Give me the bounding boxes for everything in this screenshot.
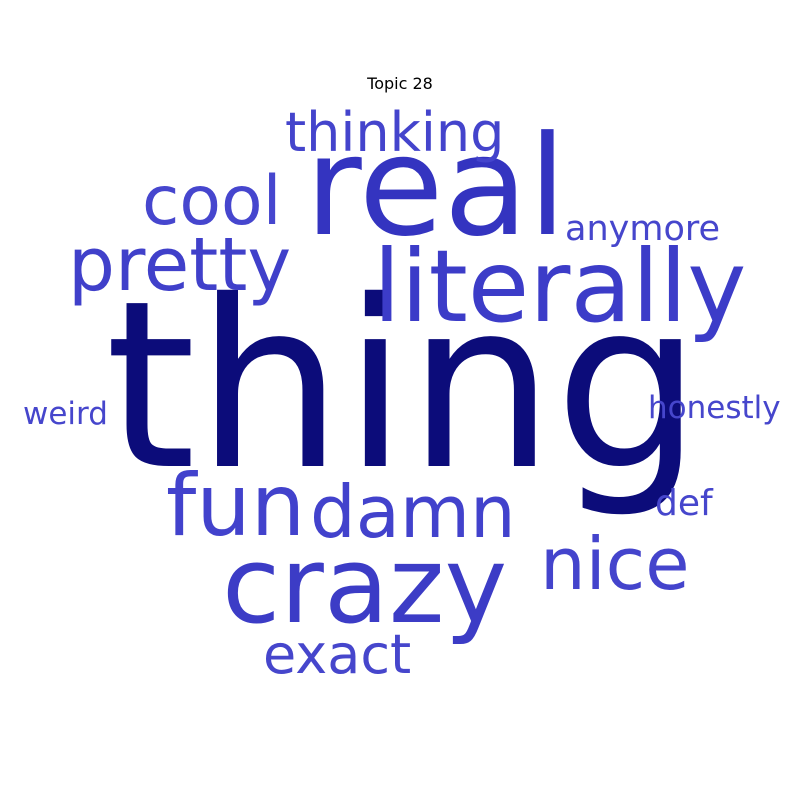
word-cool: cool [142, 162, 282, 241]
word-weird: weird [23, 396, 108, 432]
word-honestly: honestly [648, 390, 781, 426]
word-nice: nice [540, 522, 690, 606]
word-fun: fun [166, 456, 306, 556]
word-anymore: anymore [565, 209, 721, 249]
word-literally: literally [373, 228, 747, 345]
word-pretty: pretty [68, 222, 292, 308]
word-thinking: thinking [285, 101, 505, 164]
word-exact: exact [263, 623, 412, 686]
word-crazy: crazy [222, 524, 508, 647]
word-damn: damn [310, 470, 516, 554]
word-def: def [655, 483, 713, 524]
word-thing: thing [105, 251, 702, 521]
word-real: real [305, 106, 567, 267]
figure-title: Topic 28 [367, 74, 433, 93]
